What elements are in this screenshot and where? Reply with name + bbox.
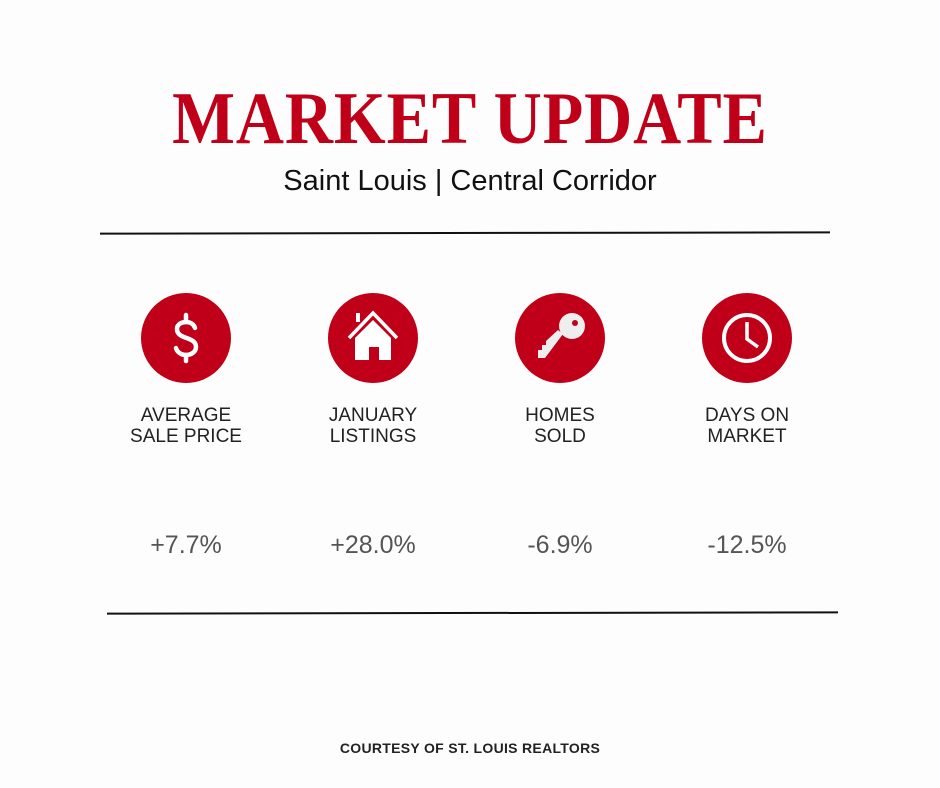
stat-value: +28.0% <box>330 531 416 559</box>
stat-label-line2: MARKET <box>707 426 787 447</box>
top-divider <box>99 231 831 235</box>
footer-credit: COURTESY OF ST. LOUIS REALTORS <box>339 740 601 756</box>
stat-label-line2: SOLD <box>534 426 586 447</box>
clock-icon <box>702 293 792 383</box>
page-subtitle: Saint Louis | Central Corridor <box>283 165 657 197</box>
bottom-divider <box>106 611 839 615</box>
stat-average-sale-price: AVERAGE SALE PRICE +7.7% <box>96 293 276 560</box>
stat-days-on-market: DAYS ON MARKET -12.5% <box>657 293 837 560</box>
stat-label-line1: HOMES <box>525 405 595 426</box>
stat-label-line2: SALE PRICE <box>130 426 242 447</box>
stat-label-line2: LISTINGS <box>329 426 417 447</box>
house-icon <box>328 293 418 383</box>
stat-label-line1: JANUARY <box>328 405 418 426</box>
dollar-icon <box>141 293 231 383</box>
stat-value: -6.9% <box>527 531 593 559</box>
stat-homes-sold: HOMES SOLD -6.9% <box>470 293 650 560</box>
stat-value: +7.7% <box>150 531 222 559</box>
page-title: MARKET UPDATE <box>172 78 768 160</box>
stat-label-line1: DAYS ON <box>704 405 790 426</box>
key-icon <box>515 293 605 383</box>
stat-january-listings: JANUARY LISTINGS +28.0% <box>283 293 463 560</box>
stat-label-line1: AVERAGE <box>140 405 232 426</box>
stat-value: -12.5% <box>707 531 787 559</box>
